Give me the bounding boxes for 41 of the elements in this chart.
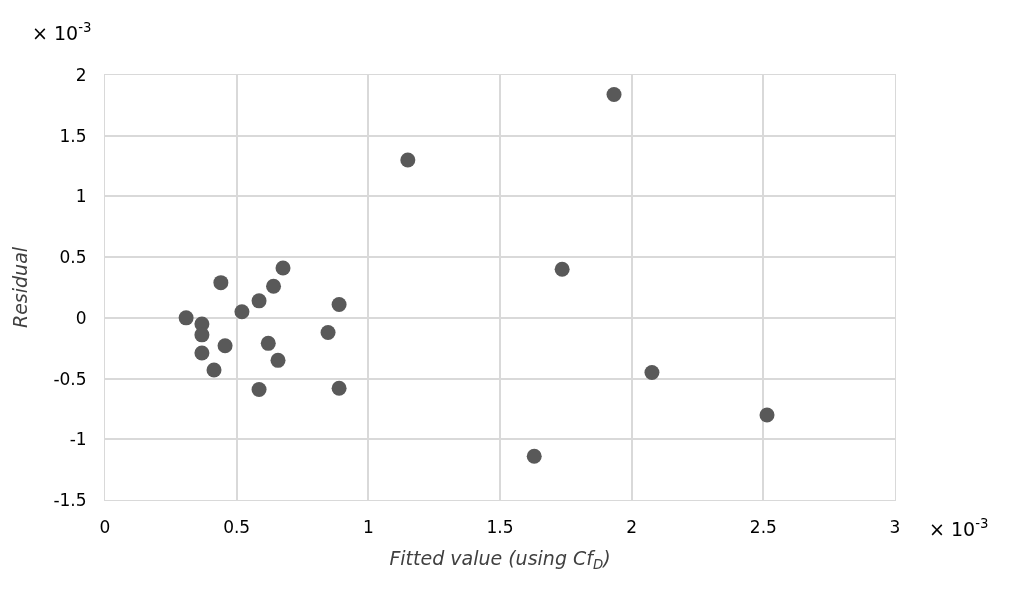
- y-tick-label: 0.5: [59, 247, 87, 268]
- x-tick-label: 3: [889, 517, 901, 538]
- point: [644, 365, 660, 380]
- y-tick-label: 1.5: [59, 125, 87, 146]
- point: [194, 345, 210, 361]
- point: [320, 324, 336, 340]
- point: [759, 407, 775, 423]
- point: [206, 362, 222, 378]
- point: [251, 293, 267, 309]
- point: [213, 275, 229, 291]
- point: [606, 86, 622, 102]
- point: [331, 380, 347, 396]
- text: × 10$^{-3}$: [32, 20, 92, 44]
- y-tick-label: 1: [75, 186, 87, 207]
- y-axis-title: Residual: [9, 246, 32, 329]
- point: [217, 338, 233, 354]
- point: [251, 382, 267, 397]
- text: × 10$^{-3}$: [929, 516, 989, 540]
- point: [554, 261, 570, 277]
- point: [270, 352, 286, 368]
- x-tick-label: 0: [99, 517, 111, 538]
- point: [526, 448, 542, 464]
- point: [194, 327, 210, 343]
- point: [400, 152, 416, 168]
- y-tick-label: 2: [75, 64, 87, 85]
- x-axis-title: Fitted value (using Cf$_{D}$): [389, 547, 611, 573]
- point: [178, 310, 194, 326]
- y-tick-label: -1.5: [53, 489, 87, 510]
- point: [275, 260, 291, 276]
- y-tick-label: -1: [69, 429, 87, 450]
- y-tick-label: -0.5: [53, 368, 87, 389]
- point: [260, 335, 276, 351]
- y-tick-label: 0: [75, 307, 87, 328]
- x-tick-label: 2.5: [749, 517, 777, 538]
- x-tick-label: 2: [626, 517, 638, 538]
- point: [331, 297, 347, 312]
- x-tick-label: 1: [362, 517, 374, 538]
- x-tick-label: 1.5: [486, 517, 514, 538]
- point: [266, 278, 282, 294]
- point: [234, 304, 250, 320]
- x-tick-label: 0.5: [223, 517, 251, 538]
